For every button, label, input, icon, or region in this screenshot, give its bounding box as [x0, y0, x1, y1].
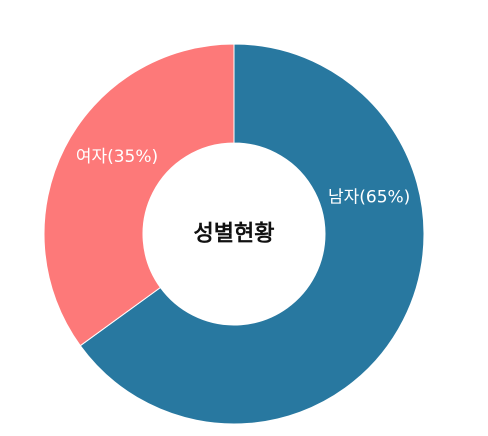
slice-label-female: 여자(35%) — [76, 147, 158, 167]
donut-slices — [43, 43, 425, 425]
slice-male — [79, 43, 425, 425]
slice-female — [43, 43, 235, 347]
slice-labels: 남자(65%) 여자(35%) — [76, 147, 411, 207]
slice-label-male: 남자(65%) — [328, 187, 410, 207]
center-title: 성별현황 — [194, 222, 275, 247]
